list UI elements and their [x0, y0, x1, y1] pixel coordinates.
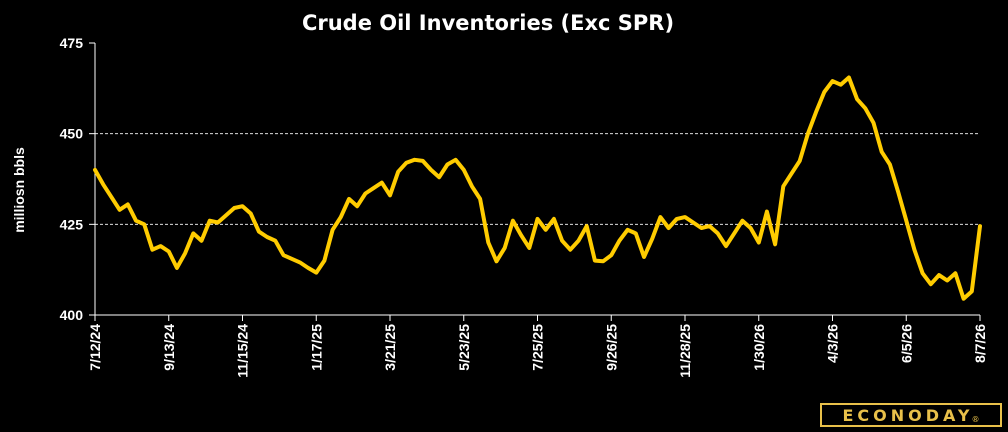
x-tick-label-7: 9/26/25 — [603, 324, 619, 371]
x-tick-label-6: 7/25/25 — [530, 324, 546, 371]
x-tick-label-8: 11/28/25 — [677, 324, 693, 378]
x-tick-label-0: 7/12/24 — [87, 324, 103, 371]
x-tick-label-1: 9/13/24 — [161, 324, 177, 371]
y-tick-label-425: 425 — [60, 216, 84, 232]
x-tick-label-3: 1/17/25 — [308, 324, 324, 371]
y-tick-label-450: 450 — [60, 126, 84, 142]
x-tick-label-4: 3/21/25 — [382, 324, 398, 371]
brand-name: ECONODAY — [842, 405, 974, 425]
registered-mark: ® — [971, 414, 980, 424]
y-tick-labels: 400 425 450 475 — [60, 35, 95, 323]
series-layer — [93, 75, 982, 301]
series-line-0 — [93, 75, 982, 301]
chart-title: Crude Oil Inventories (Exc SPR) — [302, 11, 674, 35]
axes — [89, 43, 980, 321]
y-tick-label-400: 400 — [60, 307, 84, 323]
econoday-logo: ECONODAY ® — [820, 403, 1002, 427]
y-axis-label: milliosn bbls — [11, 147, 27, 233]
x-tick-label-9: 1/30/26 — [751, 324, 767, 371]
x-tick-label-12: 8/7/26 — [972, 324, 988, 363]
x-tick-labels: 7/12/24 9/13/24 11/15/24 1/17/25 3/21/25 5/23… — [87, 315, 988, 378]
x-tick-label-5: 5/23/25 — [456, 324, 472, 371]
y-tick-label-475: 475 — [60, 35, 84, 51]
gridlines — [95, 133, 980, 225]
x-tick-label-10: 4/3/26 — [825, 324, 841, 363]
x-tick-label-2: 11/15/24 — [235, 324, 251, 378]
x-tick-label-11: 6/5/26 — [898, 324, 914, 363]
